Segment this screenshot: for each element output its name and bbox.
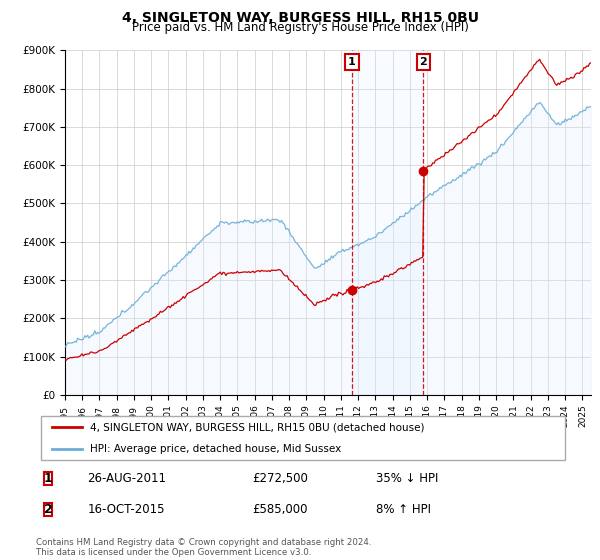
Text: 4, SINGLETON WAY, BURGESS HILL, RH15 0BU: 4, SINGLETON WAY, BURGESS HILL, RH15 0BU xyxy=(121,11,479,25)
Text: 8% ↑ HPI: 8% ↑ HPI xyxy=(376,503,431,516)
Text: 2: 2 xyxy=(44,503,52,516)
Text: Contains HM Land Registry data © Crown copyright and database right 2024.
This d: Contains HM Land Registry data © Crown c… xyxy=(36,538,371,557)
Text: 1: 1 xyxy=(44,472,52,485)
Text: £585,000: £585,000 xyxy=(252,503,308,516)
Text: 4, SINGLETON WAY, BURGESS HILL, RH15 0BU (detached house): 4, SINGLETON WAY, BURGESS HILL, RH15 0BU… xyxy=(90,422,425,432)
Text: Price paid vs. HM Land Registry's House Price Index (HPI): Price paid vs. HM Land Registry's House … xyxy=(131,21,469,34)
Text: 26-AUG-2011: 26-AUG-2011 xyxy=(88,472,166,485)
Text: 16-OCT-2015: 16-OCT-2015 xyxy=(88,503,165,516)
Text: 2: 2 xyxy=(419,57,427,67)
Bar xyxy=(352,50,424,395)
Text: 1: 1 xyxy=(348,57,356,67)
FancyBboxPatch shape xyxy=(41,416,565,460)
Text: £272,500: £272,500 xyxy=(252,472,308,485)
Text: 35% ↓ HPI: 35% ↓ HPI xyxy=(376,472,439,485)
Text: HPI: Average price, detached house, Mid Sussex: HPI: Average price, detached house, Mid … xyxy=(90,444,341,454)
